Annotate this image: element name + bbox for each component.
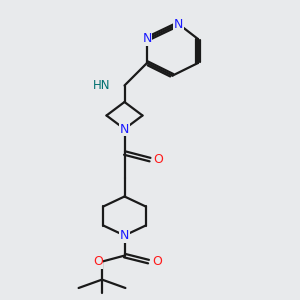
Text: N: N [120,122,129,136]
Text: HN: HN [93,79,110,92]
Text: O: O [93,255,103,268]
Text: O: O [153,153,163,166]
Text: N: N [174,17,183,31]
Text: N: N [120,229,129,242]
Text: O: O [153,255,162,268]
Text: N: N [142,32,152,46]
